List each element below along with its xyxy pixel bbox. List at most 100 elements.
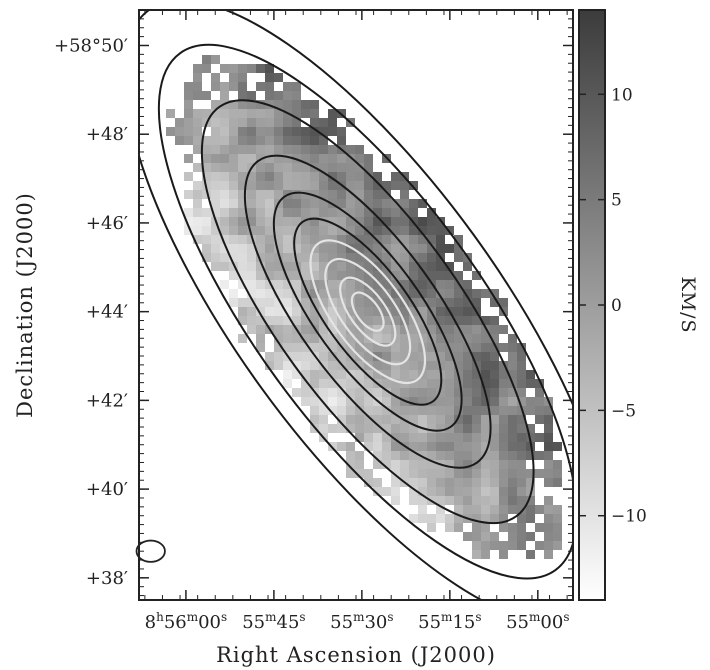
velocity-pixel	[418, 361, 427, 370]
velocity-pixel	[436, 244, 445, 253]
velocity-pixel	[544, 406, 553, 415]
colorbar-tick-label: 10	[611, 85, 633, 105]
velocity-pixel	[193, 199, 202, 208]
velocity-pixel	[211, 235, 220, 244]
velocity-pixel	[238, 280, 247, 289]
velocity-pixel	[382, 217, 391, 226]
plot-area: 8h56m00s 55m45s 55m30s 55m15s 55m00s +58°50′…	[54, 9, 574, 633]
velocity-pixel	[400, 406, 409, 415]
velocity-pixel	[319, 343, 328, 352]
velocity-pixel	[301, 262, 310, 271]
velocity-pixel	[292, 100, 301, 109]
velocity-pixel	[346, 181, 355, 190]
velocity-pixel	[463, 361, 472, 370]
velocity-pixel	[283, 289, 292, 298]
velocity-pixel	[373, 271, 382, 280]
velocity-pixel	[409, 514, 418, 523]
velocity-pixel	[436, 280, 445, 289]
velocity-pixel	[409, 397, 418, 406]
velocity-pixel	[454, 298, 463, 307]
velocity-pixel	[238, 217, 247, 226]
velocity-pixel	[409, 343, 418, 352]
velocity-pixel	[310, 172, 319, 181]
velocity-pixel	[472, 532, 481, 541]
velocity-pixel	[418, 514, 427, 523]
velocity-pixel	[382, 406, 391, 415]
velocity-pixel	[247, 64, 256, 73]
velocity-pixel	[301, 154, 310, 163]
velocity-pixel	[265, 73, 274, 82]
velocity-pixel	[436, 433, 445, 442]
velocity-pixel	[292, 280, 301, 289]
velocity-pixel	[454, 487, 463, 496]
velocity-pixel	[445, 406, 454, 415]
velocity-pixel	[301, 289, 310, 298]
velocity-pixel	[472, 442, 481, 451]
velocity-pixel	[490, 514, 499, 523]
velocity-pixel	[211, 199, 220, 208]
velocity-pixel	[328, 253, 337, 262]
velocity-pixel	[256, 208, 265, 217]
velocity-pixel	[544, 415, 553, 424]
velocity-pixel	[220, 64, 229, 73]
velocity-pixel	[220, 262, 229, 271]
velocity-pixel	[355, 469, 364, 478]
velocity-pixel	[229, 235, 238, 244]
velocity-pixel	[337, 226, 346, 235]
velocity-pixel	[220, 118, 229, 127]
velocity-pixel	[265, 109, 274, 118]
velocity-pixel	[337, 298, 346, 307]
velocity-pixel	[436, 451, 445, 460]
x-tick-label: 55m15s	[418, 610, 481, 633]
velocity-pixel	[346, 289, 355, 298]
velocity-pixel	[274, 253, 283, 262]
velocity-pixel	[454, 406, 463, 415]
velocity-pixel	[544, 541, 553, 550]
velocity-pixel	[274, 172, 283, 181]
velocity-pixel	[310, 397, 319, 406]
velocity-pixel	[193, 190, 202, 199]
velocity-pixel	[481, 505, 490, 514]
velocity-pixel	[526, 550, 535, 559]
velocity-pixel	[472, 379, 481, 388]
colorbar-tick-label: 0	[611, 296, 622, 316]
velocity-pixel	[517, 469, 526, 478]
velocity-pixel	[382, 433, 391, 442]
velocity-pixel	[193, 73, 202, 82]
velocity-pixel	[220, 208, 229, 217]
velocity-pixel	[166, 127, 175, 136]
velocity-pixel	[436, 406, 445, 415]
velocity-pixel	[319, 415, 328, 424]
velocity-pixel	[364, 433, 373, 442]
velocity-pixel	[445, 451, 454, 460]
velocity-pixel	[274, 226, 283, 235]
velocity-pixel	[265, 316, 274, 325]
velocity-pixel	[463, 478, 472, 487]
velocity-pixel	[319, 280, 328, 289]
velocity-pixel	[364, 280, 373, 289]
velocity-pixel	[409, 478, 418, 487]
velocity-pixel	[202, 109, 211, 118]
velocity-pixel	[436, 505, 445, 514]
velocity-pixel	[310, 415, 319, 424]
velocity-pixel	[400, 253, 409, 262]
velocity-pixel	[265, 190, 274, 199]
velocity-pixel	[373, 343, 382, 352]
velocity-pixel	[454, 343, 463, 352]
velocity-pixel	[328, 163, 337, 172]
velocity-pixel	[382, 244, 391, 253]
velocity-pixel	[292, 163, 301, 172]
contour-level	[339, 276, 397, 347]
velocity-pixel	[292, 343, 301, 352]
velocity-pixel	[508, 343, 517, 352]
velocity-pixel	[346, 307, 355, 316]
velocity-pixel	[184, 226, 193, 235]
velocity-pixel	[247, 109, 256, 118]
velocity-pixel	[490, 433, 499, 442]
velocity-pixel	[427, 415, 436, 424]
velocity-pixel	[319, 235, 328, 244]
velocity-pixel	[391, 442, 400, 451]
velocity-pixel	[364, 289, 373, 298]
velocity-pixel	[328, 397, 337, 406]
velocity-pixel	[283, 280, 292, 289]
